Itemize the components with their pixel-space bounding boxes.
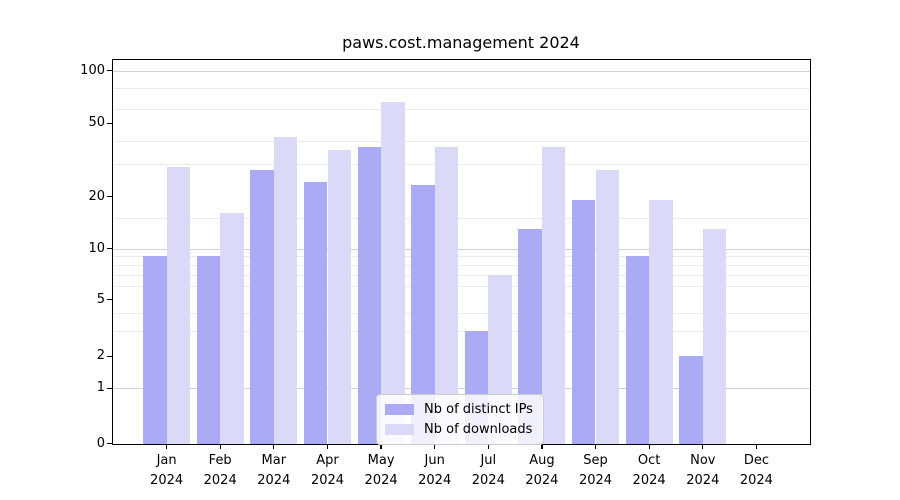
- y-tick-label-1: 1: [96, 380, 105, 396]
- legend: Nb of distinct IPs Nb of downloads: [376, 394, 544, 445]
- x-tick-mark-jul: [487, 444, 489, 449]
- bar-nb-of-distinct-ips-mar: [250, 169, 274, 444]
- y-tick-label-2: 2: [96, 348, 105, 364]
- bar-nb-of-downloads-oct: [649, 200, 673, 444]
- bar-nb-of-downloads-aug: [541, 147, 566, 444]
- x-tick-mark-aug: [541, 444, 543, 449]
- x-tick-label-sep: Sep 2024: [578, 453, 613, 488]
- gridline-minor-40: [113, 141, 810, 142]
- x-tick-mark-nov: [702, 444, 704, 449]
- bar-nb-of-distinct-ips-feb: [196, 256, 221, 444]
- bar-nb-of-distinct-ips-jun: [411, 185, 435, 444]
- gridline-minor-30: [113, 164, 810, 166]
- gridline-minor-8: [113, 265, 810, 266]
- bar-nb-of-downloads-feb: [220, 213, 244, 444]
- chart-title: paws.cost.management 2024: [342, 33, 580, 52]
- y-tick-mark-1: [107, 387, 112, 389]
- x-tick-label-jan: Jan 2024: [150, 453, 184, 488]
- bar-nb-of-downloads-apr: [327, 149, 352, 444]
- bar-nb-of-distinct-ips-jan: [143, 256, 167, 444]
- bar-nb-of-downloads-sep: [595, 169, 620, 444]
- x-tick-label-may: May 2024: [364, 453, 398, 488]
- bar-nb-of-downloads-jun: [434, 147, 459, 444]
- x-tick-mark-jun: [434, 444, 436, 449]
- x-tick-label-apr: Apr 2024: [310, 453, 345, 488]
- x-tick-label-feb: Feb 2024: [203, 453, 237, 488]
- x-tick-mark-jan: [166, 444, 168, 449]
- legend-swatch-distinct-ips: [385, 403, 414, 415]
- legend-item-downloads: Nb of downloads: [385, 419, 533, 439]
- x-tick-label-aug: Aug 2024: [525, 453, 559, 488]
- x-tick-mark-mar: [273, 444, 275, 449]
- y-tick-mark-100: [107, 70, 112, 72]
- x-tick-label-jun: Jun 2024: [418, 453, 452, 488]
- legend-label-downloads: Nb of downloads: [424, 421, 533, 437]
- y-tick-mark-0: [107, 443, 112, 445]
- bar-nb-of-distinct-ips-sep: [571, 200, 596, 444]
- x-tick-label-nov: Nov 2024: [686, 453, 720, 488]
- legend-label-distinct-ips: Nb of distinct IPs: [424, 401, 533, 417]
- gridline-minor-9: [113, 256, 810, 258]
- y-tick-label-10: 10: [88, 240, 105, 256]
- y-tick-mark-2: [107, 355, 112, 357]
- x-tick-label-mar: Mar 2024: [257, 453, 291, 488]
- bar-nb-of-distinct-ips-apr: [303, 182, 328, 444]
- y-tick-label-100: 100: [80, 62, 105, 78]
- bar-nb-of-downloads-may: [381, 102, 405, 444]
- gridline-minor-4: [113, 313, 810, 315]
- gridline-minor-7: [113, 274, 810, 276]
- gridline-minor-15: [113, 218, 810, 220]
- gridline-minor-60: [113, 109, 810, 111]
- bar-nb-of-distinct-ips-oct: [625, 256, 650, 444]
- bar-nb-of-distinct-ips-nov: [679, 356, 703, 444]
- bar-nb-of-distinct-ips-aug: [518, 228, 542, 444]
- y-tick-mark-10: [107, 248, 112, 250]
- y-tick-label-5: 5: [96, 291, 105, 307]
- x-tick-mark-dec: [755, 444, 757, 449]
- y-tick-label-0: 0: [96, 435, 105, 451]
- x-tick-label-dec: Dec 2024: [739, 453, 773, 488]
- bar-nb-of-downloads-nov: [702, 228, 727, 444]
- y-tick-mark-20: [107, 196, 112, 198]
- gridline-minor-80: [113, 87, 810, 89]
- x-tick-label-oct: Oct 2024: [632, 453, 666, 488]
- x-tick-label-jul: Jul 2024: [471, 453, 505, 488]
- y-tick-label-20: 20: [88, 188, 105, 204]
- plot-area: 0 1 2 5 10 20 50 100 Jan 2024 Feb 2024 Mar 2024 Apr…: [80, 59, 811, 488]
- bar-nb-of-distinct-ips-may: [357, 147, 382, 444]
- x-tick-mark-apr: [326, 444, 329, 449]
- gridline-major-100: [113, 70, 810, 72]
- y-tick-mark-5: [107, 299, 112, 301]
- gridline-major-1: [113, 388, 810, 390]
- gridline-minor-6: [113, 286, 810, 288]
- bar-nb-of-downloads-mar: [273, 137, 298, 444]
- y-tick-mark-50: [107, 122, 112, 124]
- gridline-minor-3: [113, 331, 810, 333]
- gridline-major-10: [113, 248, 810, 250]
- legend-item-distinct-ips: Nb of distinct IPs: [385, 399, 533, 419]
- x-tick-mark-feb: [219, 444, 221, 449]
- x-tick-mark-oct: [648, 444, 650, 449]
- x-tick-mark-may: [380, 444, 382, 449]
- x-tick-mark-sep: [594, 444, 597, 449]
- bar-nb-of-downloads-jan: [166, 166, 191, 444]
- legend-swatch-downloads: [385, 423, 414, 435]
- y-tick-label-50: 50: [88, 115, 105, 131]
